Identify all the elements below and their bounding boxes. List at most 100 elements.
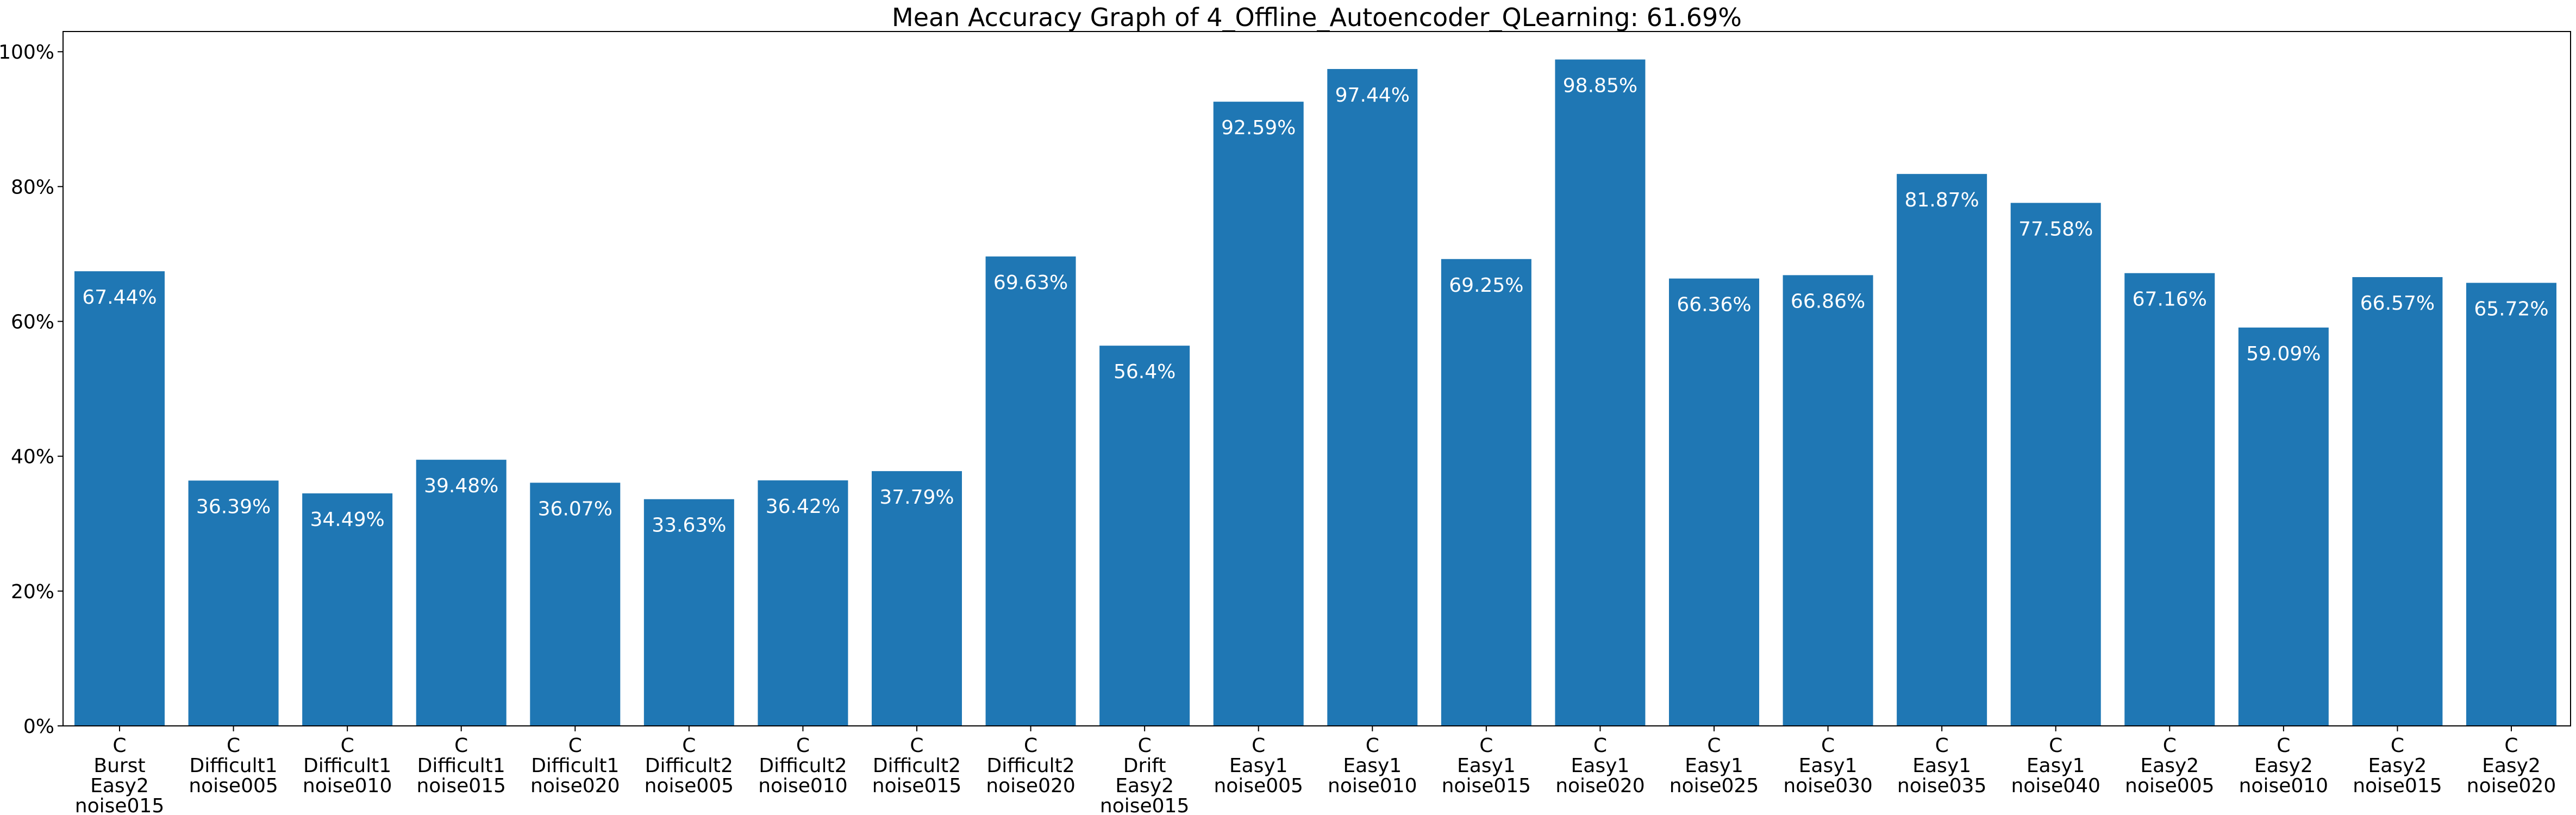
x-tick-label-line: noise010 — [1328, 775, 1417, 797]
x-tick-label-line: Easy1 — [1685, 755, 1743, 777]
x-tick-label-line: C — [2163, 735, 2177, 757]
bar-value-label: 34.49% — [310, 509, 385, 531]
x-tick-label-line: Easy1 — [1799, 755, 1858, 777]
y-tick-label: 80% — [11, 176, 54, 198]
x-tick-label: C Easy1 noise005 — [1214, 735, 1303, 797]
x-tick-label-line: C — [341, 735, 354, 757]
x-tick-label-line: noise010 — [303, 775, 392, 797]
y-tick-label: 60% — [11, 311, 54, 334]
x-tick-label-line: Easy2 — [2368, 755, 2427, 777]
y-tick-label: 40% — [11, 446, 54, 468]
x-tick-label-line: Difficult2 — [645, 755, 733, 777]
bar — [74, 271, 165, 726]
bar-value-label: 37.79% — [879, 486, 954, 509]
x-tick-label: C Difficult2 noise020 — [986, 735, 1075, 797]
x-tick-label: C Easy2 noise005 — [2125, 735, 2214, 797]
bar-value-label: 36.42% — [766, 496, 840, 518]
x-tick-label-line: noise040 — [2011, 775, 2100, 797]
bar-value-label: 97.44% — [1335, 84, 1410, 106]
x-tick-label-line: noise010 — [2239, 775, 2328, 797]
y-tick-label: 20% — [11, 581, 54, 603]
x-tick-label-line: C — [1707, 735, 1721, 757]
x-tick-label: C Difficult1 noise020 — [530, 735, 620, 797]
x-tick-label-line: Difficult1 — [303, 755, 391, 777]
bar-value-label: 66.57% — [2360, 292, 2435, 315]
x-tick-label: C Easy1 noise020 — [1555, 735, 1645, 797]
x-tick-label-line: Easy2 — [90, 775, 149, 797]
x-tick-label: C Difficult2 noise010 — [758, 735, 847, 797]
bar — [643, 499, 734, 726]
x-tick-label: C Easy1 noise025 — [1670, 735, 1759, 797]
bar-value-label: 66.86% — [1791, 290, 1865, 312]
x-tick-label-line: C — [1024, 735, 1037, 757]
bar — [1099, 346, 1190, 726]
bar-value-label: 77.58% — [2018, 218, 2093, 240]
x-tick-label-line: Easy1 — [1343, 755, 1402, 777]
bar — [2466, 283, 2556, 726]
bar — [758, 480, 848, 726]
y-tick-label: 100% — [0, 41, 54, 64]
bar-value-label: 56.4% — [1114, 361, 1176, 383]
bar-value-label: 65.72% — [2474, 298, 2548, 321]
x-tick-label-line: C — [2391, 735, 2404, 757]
x-tick-label-line: Difficult1 — [417, 755, 505, 777]
bar — [1897, 174, 1987, 726]
bar — [530, 482, 621, 726]
y-axis: 0% 20% 40% 60% 80% 100% — [0, 41, 63, 738]
x-tick-label-line: C — [796, 735, 810, 757]
x-tick-label-line: Difficult2 — [759, 755, 847, 777]
x-tick-label-line: Easy2 — [2482, 755, 2541, 777]
x-tick-label-line: C — [1479, 735, 1493, 757]
x-tick-label: C Easy1 noise035 — [1897, 735, 1986, 797]
x-tick-label-line: C — [1252, 735, 1265, 757]
x-tick-label-line: C — [1593, 735, 1607, 757]
x-tick-label-line: C — [2277, 735, 2290, 757]
bar — [416, 460, 507, 726]
x-tick-label-line: C — [1935, 735, 1949, 757]
x-tick-label-line: noise020 — [2467, 775, 2556, 797]
bar — [302, 493, 393, 726]
bar-value-label: 33.63% — [652, 515, 726, 537]
x-tick-label-line: C — [2504, 735, 2518, 757]
x-tick-label-line: Easy2 — [2254, 755, 2313, 777]
bar — [1555, 59, 1646, 726]
bar — [2352, 277, 2443, 726]
x-tick-label-line: C — [454, 735, 468, 757]
bar — [985, 256, 1076, 726]
bar-value-label: 59.09% — [2246, 343, 2321, 365]
x-tick-label: C Easy1 noise010 — [1328, 735, 1417, 797]
bar-value-label: 66.36% — [1677, 294, 1751, 316]
bar — [2010, 203, 2101, 726]
x-tick-label-line: Difficult2 — [986, 755, 1074, 777]
x-tick-label: C Difficult1 noise005 — [189, 735, 278, 797]
x-tick-label-line: Difficult1 — [531, 755, 619, 777]
x-tick-label-line: C — [568, 735, 582, 757]
x-tick-label-line: noise025 — [1670, 775, 1759, 797]
x-tick-label: C Difficult2 noise005 — [645, 735, 734, 797]
x-tick-label-line: Burst — [93, 755, 145, 777]
x-tick-label-line: Easy1 — [1229, 755, 1288, 777]
x-tick-label-line: Difficult2 — [873, 755, 961, 777]
x-tick-label-line: noise020 — [530, 775, 620, 797]
x-tick-label-line: Difficult1 — [189, 755, 277, 777]
bar — [2238, 327, 2329, 726]
bar-value-labels: 67.44% 36.39% 34.49% 39.48% 36.07% 33.63% 36.4… — [82, 74, 2548, 536]
x-tick-label-line: Easy1 — [1457, 755, 1516, 777]
x-tick-label-line: C — [2049, 735, 2062, 757]
bars — [74, 59, 2556, 726]
x-tick-label-line: Drift — [1123, 755, 1166, 777]
chart-title: Mean Accuracy Graph of 4_Offline_Autoenc… — [892, 3, 1742, 32]
bar-value-label: 69.63% — [993, 272, 1068, 294]
x-tick-label: C Easy2 noise020 — [2467, 735, 2556, 797]
bar-value-label: 67.44% — [82, 286, 157, 309]
x-tick-label: C Easy2 noise015 — [2353, 735, 2442, 797]
bar — [1441, 259, 1531, 726]
x-tick-label: C Easy1 noise030 — [1783, 735, 1872, 797]
x-tick-label: C Burst Easy2 noise015 — [75, 735, 164, 815]
bar — [1327, 68, 1418, 726]
bar-value-label: 69.25% — [1449, 274, 1523, 297]
x-tick-label: C Easy1 noise015 — [1442, 735, 1531, 797]
bar-value-label: 92.59% — [1221, 117, 1296, 139]
